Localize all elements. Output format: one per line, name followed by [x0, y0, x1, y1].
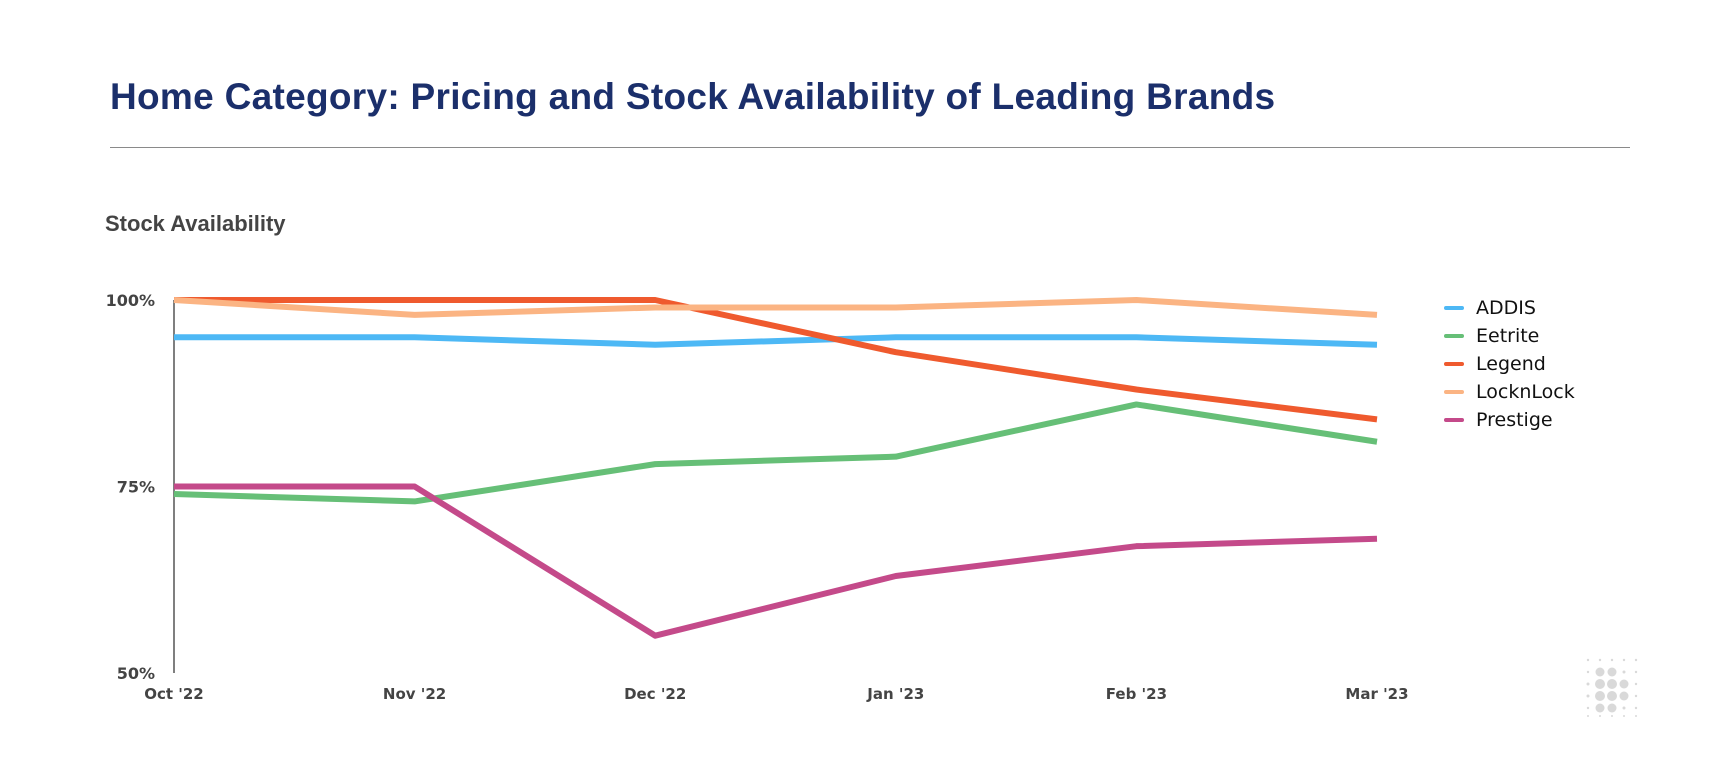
- x-tick-label: Feb '23: [1106, 685, 1167, 703]
- dot-pattern-decoration: [1586, 658, 1638, 717]
- series-line-locknlock: [173, 297, 1378, 318]
- y-tick-label: 100%: [106, 291, 155, 310]
- legend-label: Legend: [1476, 353, 1546, 375]
- legend-item-legend: Legend: [1444, 350, 1575, 378]
- legend-label: Prestige: [1476, 409, 1553, 431]
- legend-item-eetrite: Eetrite: [1444, 322, 1575, 350]
- chart-legend: ADDIS Eetrite Legend LocknLock Prestige: [1444, 294, 1575, 434]
- title-divider: [110, 147, 1630, 148]
- legend-item-prestige: Prestige: [1444, 406, 1575, 434]
- legend-label: LocknLock: [1476, 381, 1575, 403]
- legend-swatch: [1444, 390, 1464, 394]
- series-line-addis: [174, 334, 1378, 348]
- series-line-eetrite: [173, 401, 1378, 505]
- legend-swatch: [1444, 334, 1464, 338]
- x-tick-label: Dec '22: [624, 685, 686, 703]
- x-tick-label: Jan '23: [866, 685, 924, 703]
- x-tick-label: Oct '22: [144, 685, 204, 703]
- legend-label: Eetrite: [1476, 325, 1540, 347]
- page-title: Home Category: Pricing and Stock Availab…: [110, 76, 1276, 117]
- legend-swatch: [1444, 362, 1464, 366]
- legend-swatch: [1444, 306, 1464, 310]
- chart-title: Stock Availability: [105, 211, 286, 236]
- legend-item-locknlock: LocknLock: [1444, 378, 1575, 406]
- y-tick-label: 50%: [117, 664, 155, 683]
- legend-label: ADDIS: [1476, 297, 1536, 319]
- series-line-prestige: [174, 483, 1378, 639]
- x-tick-label: Nov '22: [383, 685, 446, 703]
- legend-item-addis: ADDIS: [1444, 294, 1575, 322]
- x-tick-label: Mar '23: [1345, 685, 1408, 703]
- legend-swatch: [1444, 418, 1464, 422]
- series-line-legend: [174, 297, 1378, 423]
- y-tick-label: 75%: [117, 478, 155, 497]
